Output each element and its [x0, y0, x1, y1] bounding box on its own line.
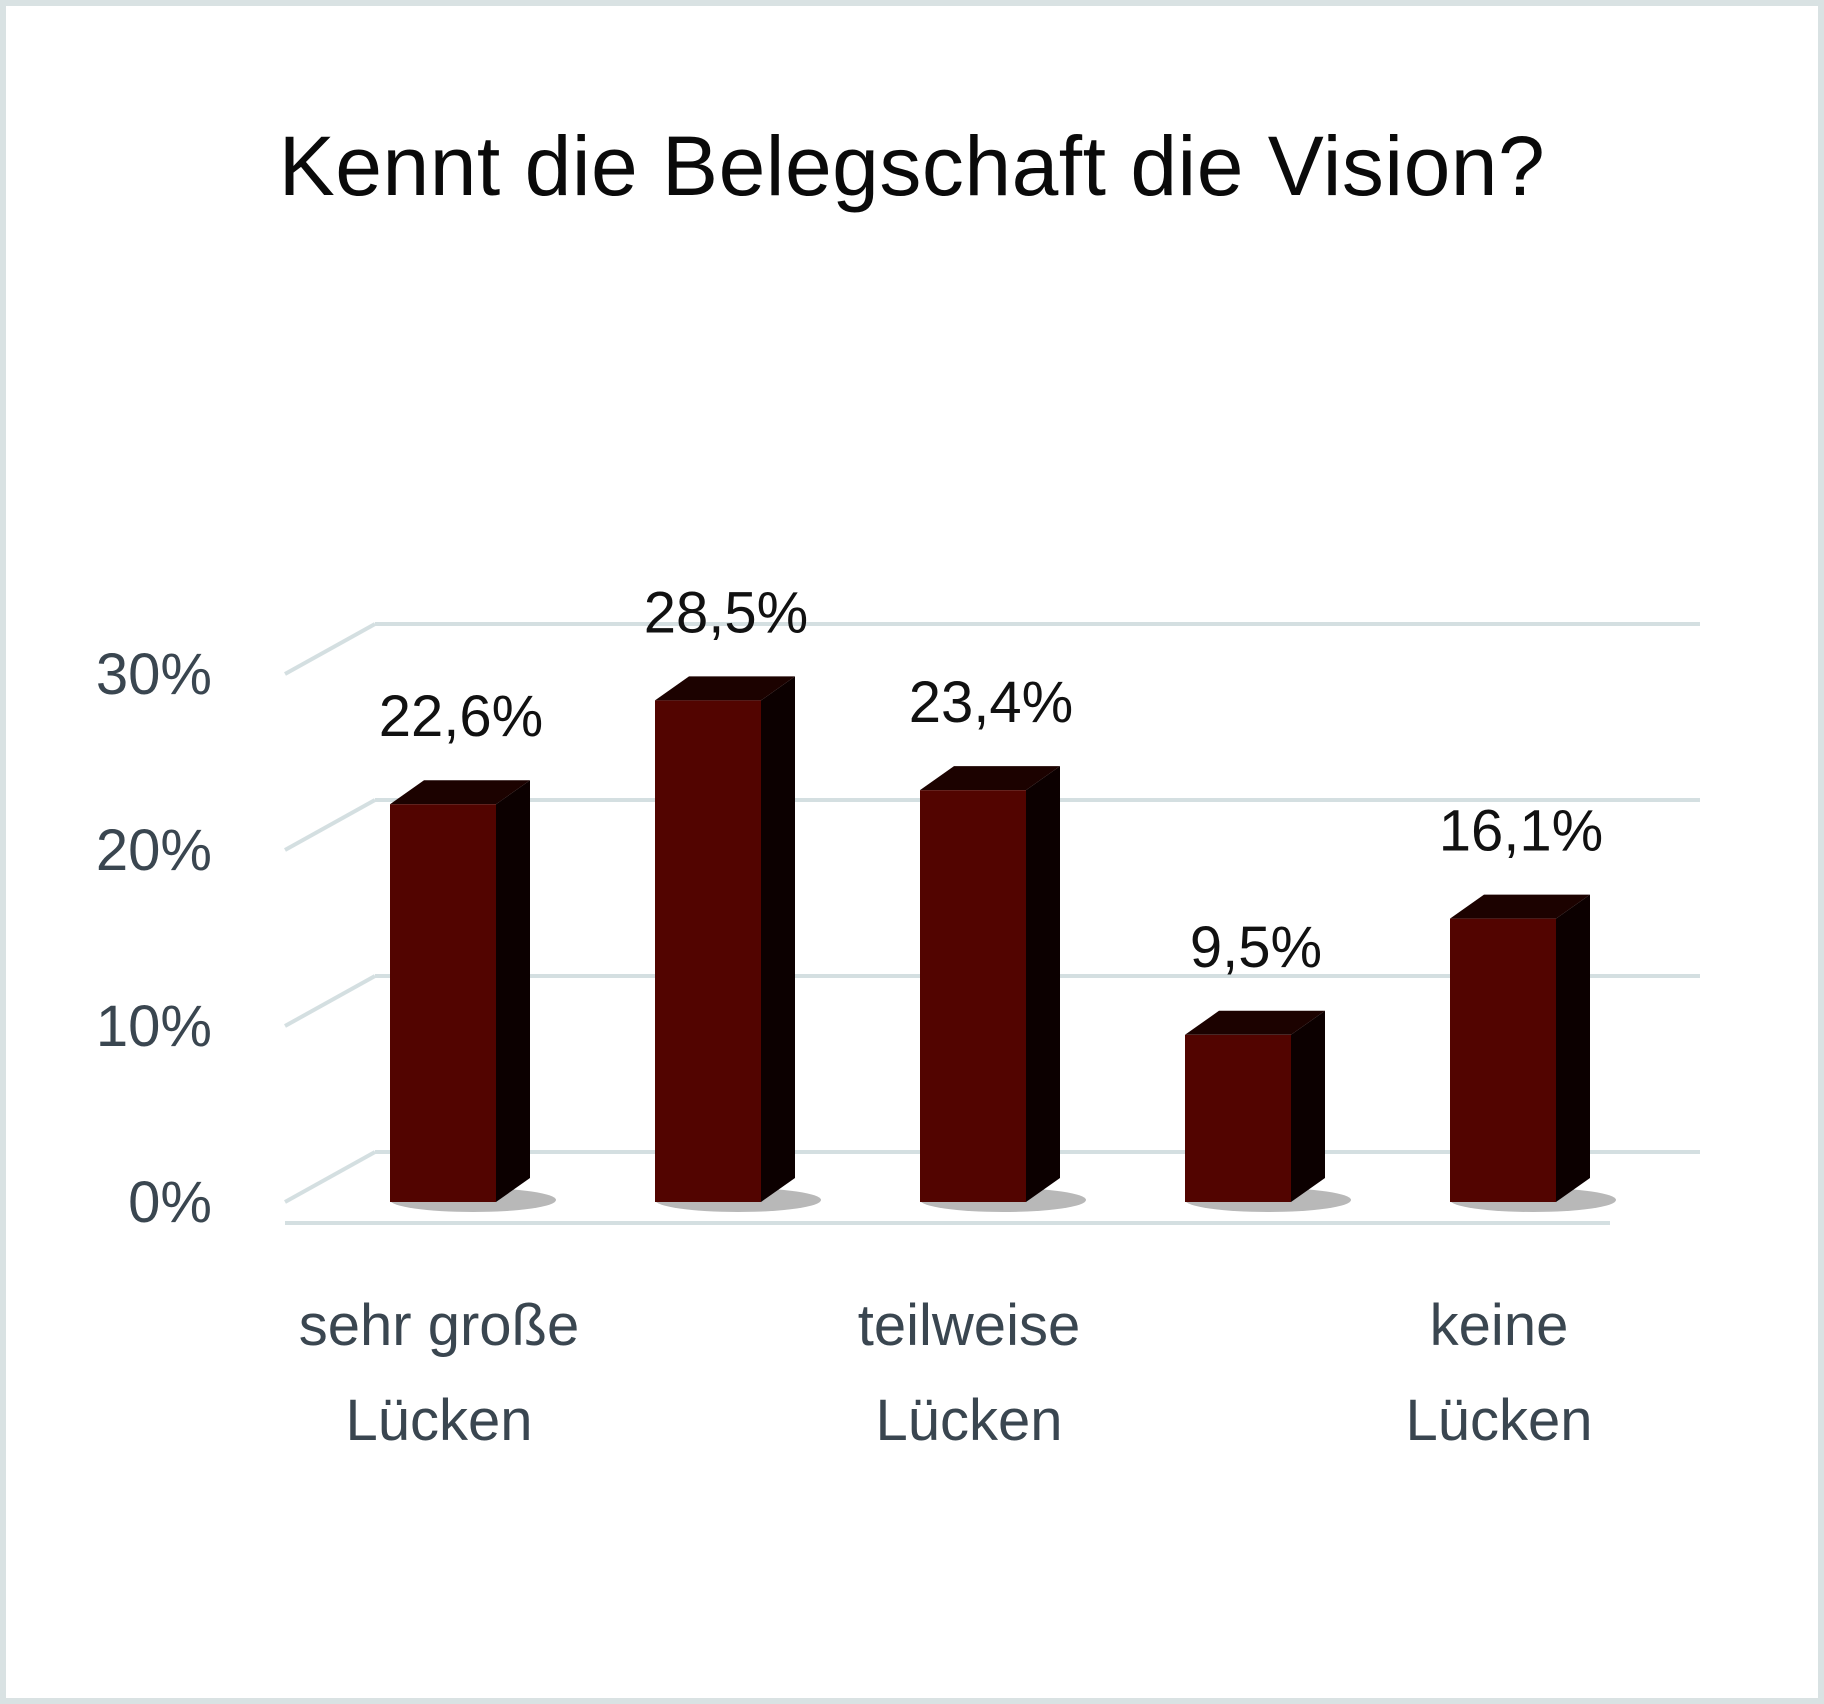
category-label: sehr große: [299, 1293, 579, 1358]
y-axis: 0% 10% 20% 30%: [96, 642, 212, 1235]
category-label: Lücken: [875, 1388, 1062, 1453]
bar-side: [1556, 894, 1590, 1202]
bar-side: [761, 676, 795, 1202]
data-label: 22,6%: [379, 684, 543, 749]
bar-side: [1291, 1010, 1325, 1202]
category-label: Lücken: [1405, 1388, 1592, 1453]
bar-top: [655, 676, 795, 701]
data-label: 9,5%: [1190, 915, 1322, 980]
bars: [390, 676, 1616, 1212]
bar-top: [390, 780, 530, 805]
y-tick-label: 20%: [96, 818, 212, 883]
bar-top: [1185, 1010, 1325, 1035]
gridline-diagonal: [284, 974, 376, 1028]
bar: [390, 804, 496, 1202]
bar-top: [1450, 894, 1590, 919]
bar: [1450, 918, 1556, 1202]
data-label: 28,5%: [644, 580, 808, 645]
gridline-diagonal: [284, 1150, 376, 1204]
data-label: 23,4%: [909, 670, 1073, 735]
data-labels: 22,6% 28,5% 23,4% 9,5% 16,1%: [379, 580, 1603, 979]
category-labels: sehr große Lücken teilweise Lücken keine Lück…: [299, 1293, 1593, 1453]
bar: [920, 790, 1026, 1202]
bar-side: [496, 780, 530, 1202]
gridline-diagonal: [284, 798, 376, 852]
y-tick-label: 10%: [96, 994, 212, 1059]
bar-top: [920, 766, 1060, 791]
category-label: Lücken: [345, 1388, 532, 1453]
y-tick-label: 0%: [128, 1170, 212, 1235]
bar: [1185, 1034, 1291, 1202]
gridline-diagonal: [284, 622, 376, 676]
category-label: teilweise: [858, 1293, 1080, 1358]
y-tick-label: 30%: [96, 642, 212, 707]
data-label: 16,1%: [1439, 799, 1603, 864]
category-label: keine: [1430, 1293, 1569, 1358]
chart-title: Kennt die Belegschaft die Vision?: [278, 119, 1546, 213]
bar-side: [1026, 766, 1060, 1202]
bar: [655, 700, 761, 1202]
